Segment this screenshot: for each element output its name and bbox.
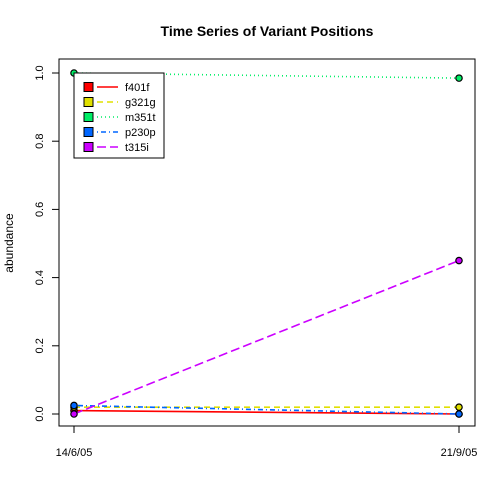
y-axis-label: abundance (2, 213, 16, 273)
series-line-t315i (73, 259, 460, 415)
legend-label-p230p: p230p (125, 127, 156, 139)
legend-label-m351t: m351t (125, 112, 156, 124)
y-tick-label: 0.4 (34, 270, 46, 285)
data-point-m351t (455, 74, 463, 82)
x-tick-label: 14/6/05 (56, 447, 93, 459)
y-tick-label: 0.8 (34, 134, 46, 149)
legend-label-f401f: f401f (125, 82, 150, 94)
legend-swatch-g321g (83, 97, 94, 107)
legend-label-t315i: t315i (125, 142, 149, 154)
x-tick-label: 21/9/05 (441, 447, 478, 459)
data-point-p230p (70, 401, 78, 410)
data-point-p230p (455, 410, 463, 418)
y-tick-label: 0.2 (34, 338, 46, 353)
series-line-f401f (73, 409, 460, 415)
x-axis: 14/6/05 21/9/05 (56, 425, 478, 459)
legend-swatch-m351t (83, 112, 94, 122)
y-axis: 0.0 0.2 0.4 0.6 0.8 1.0 (34, 65, 60, 422)
data-point-t315i (455, 256, 463, 265)
series-lines (73, 72, 460, 415)
series-line-p230p (73, 404, 460, 415)
legend: f401f g321g m351t p230p t315i (73, 72, 165, 159)
legend-swatch-t315i (83, 142, 94, 152)
legend-swatch-f401f (83, 82, 94, 92)
legend-swatch-p230p (83, 127, 94, 137)
legend-label-g321g: g321g (125, 97, 156, 109)
y-tick-label: 0.6 (34, 202, 46, 217)
chart-title: Time Series of Variant Positions (161, 23, 374, 39)
y-tick-label: 0.0 (34, 406, 46, 421)
data-point-t315i (70, 410, 78, 418)
data-point-g321g (455, 403, 463, 411)
y-tick-label: 1.0 (34, 65, 46, 80)
